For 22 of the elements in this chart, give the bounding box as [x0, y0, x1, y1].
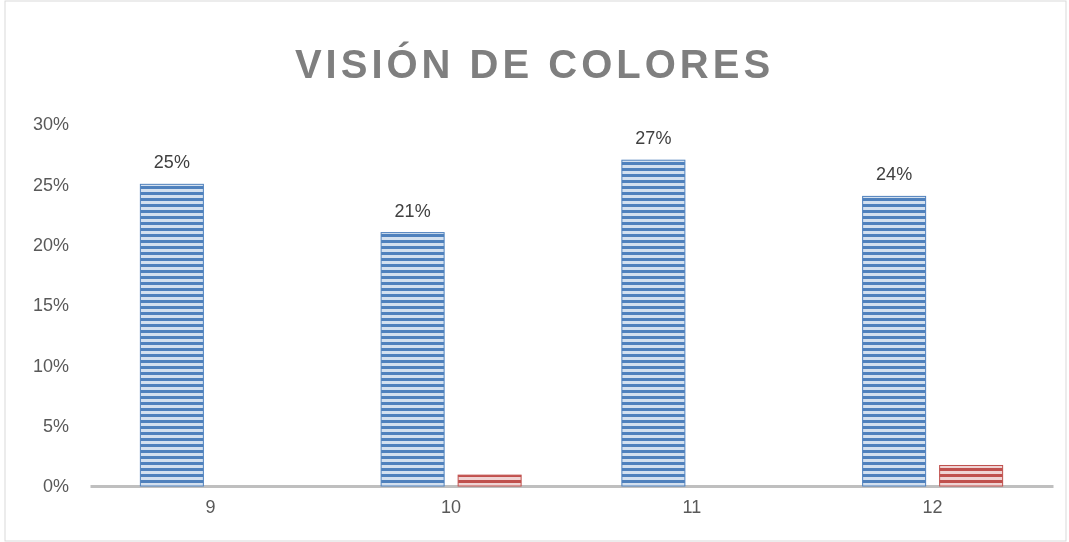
- data-label: 24%: [876, 164, 913, 185]
- y-tick-label: 5%: [42, 415, 69, 436]
- data-label: 27%: [635, 128, 672, 149]
- x-tick-label: 12: [922, 496, 943, 517]
- bar: [621, 159, 686, 487]
- y-tick-label: 20%: [32, 234, 69, 255]
- chart-title: VISIÓN DE COLORES: [294, 41, 775, 86]
- x-tick-label: 11: [682, 496, 702, 517]
- bar: [457, 474, 522, 487]
- y-tick-label: 25%: [32, 174, 69, 195]
- y-tick-label: 0%: [42, 476, 69, 497]
- bar: [862, 195, 927, 487]
- y-tick-label: 10%: [32, 355, 69, 376]
- bar: [380, 232, 445, 487]
- bar: [939, 464, 1004, 487]
- y-tick-label: 15%: [32, 295, 69, 316]
- x-tick-label: 10: [441, 496, 462, 517]
- y-tick-label: 30%: [32, 114, 69, 135]
- x-tick-label: 9: [205, 496, 216, 517]
- data-label: 25%: [153, 152, 190, 173]
- data-label: 21%: [394, 200, 431, 221]
- bar: [139, 183, 204, 487]
